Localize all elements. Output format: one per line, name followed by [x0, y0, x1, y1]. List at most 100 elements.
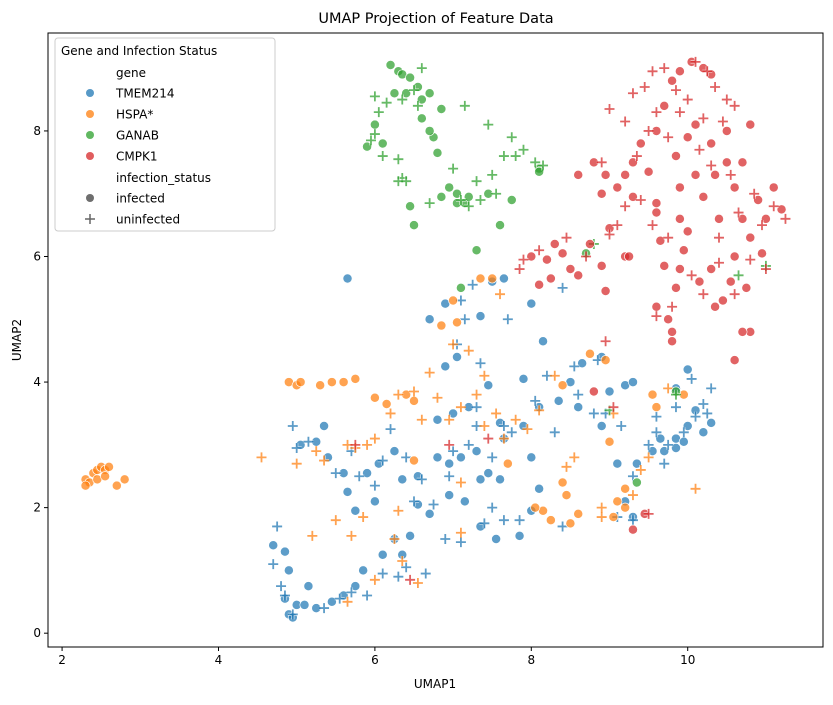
data-point: [647, 446, 658, 457]
data-point: [682, 132, 693, 143]
data-point: [674, 66, 685, 77]
data-point: [444, 182, 455, 193]
data-point: [495, 289, 506, 300]
data-point: [369, 480, 380, 491]
data-point: [385, 408, 396, 419]
data-point: [455, 477, 466, 488]
series-cmpk1-infected: [526, 56, 787, 535]
data-point: [444, 490, 455, 501]
data-point: [412, 100, 423, 111]
data-point: [760, 264, 771, 275]
data-point: [627, 490, 638, 501]
data-point: [467, 279, 478, 290]
data-point: [373, 107, 384, 118]
data-point: [690, 169, 701, 180]
data-point: [498, 151, 509, 162]
data-point: [479, 421, 490, 432]
data-point: [549, 370, 560, 381]
data-point: [518, 254, 529, 265]
data-point: [620, 483, 631, 494]
data-point: [518, 144, 529, 155]
data-point: [635, 138, 646, 149]
data-point: [393, 505, 404, 516]
data-point: [510, 151, 521, 162]
data-point: [459, 100, 470, 111]
data-point: [538, 160, 549, 171]
legend: Gene and Infection Status gene TMEM214 HS…: [54, 37, 276, 232]
series-ganab-infected: [362, 60, 681, 488]
data-point: [628, 524, 638, 535]
data-point: [401, 562, 412, 573]
data-point: [596, 421, 607, 431]
data-point: [635, 464, 646, 475]
data-point: [612, 220, 623, 231]
data-point: [690, 411, 701, 422]
data-point: [627, 515, 638, 526]
data-point: [541, 254, 552, 265]
data-point: [365, 135, 376, 146]
legend-item: CMPK1: [86, 150, 157, 164]
data-point: [432, 147, 443, 158]
data-point: [506, 132, 517, 143]
data-point: [369, 496, 380, 507]
data-point: [733, 270, 744, 281]
data-point: [498, 421, 509, 432]
data-point: [342, 273, 353, 284]
data-point: [424, 88, 435, 99]
legend-label: uninfected: [116, 213, 180, 227]
data-point: [385, 60, 396, 70]
data-point: [655, 433, 666, 444]
data-point: [358, 565, 369, 576]
y-tick-label: 4: [33, 375, 41, 389]
legend-box: [54, 37, 276, 232]
data-point: [549, 238, 560, 249]
data-point: [432, 414, 443, 425]
data-point: [573, 169, 584, 180]
data-point: [659, 458, 670, 469]
data-point: [272, 521, 283, 532]
data-point: [397, 474, 408, 485]
data-point: [686, 373, 697, 384]
data-point: [256, 452, 267, 463]
data-point: [506, 427, 517, 438]
data-point: [643, 166, 654, 177]
data-point: [713, 257, 724, 268]
chart-title: UMAP Projection of Feature Data: [318, 11, 553, 27]
data-point: [362, 439, 373, 450]
data-point: [350, 505, 361, 516]
data-point: [291, 458, 302, 469]
data-point: [440, 534, 451, 545]
data-point: [710, 169, 721, 180]
data-point: [424, 508, 435, 519]
data-point: [569, 452, 580, 463]
data-point: [573, 402, 584, 413]
data-point: [448, 446, 459, 457]
data-point: [440, 361, 451, 372]
data-point: [346, 587, 357, 598]
data-point: [409, 455, 419, 466]
data-point: [620, 201, 631, 212]
data-point: [557, 282, 568, 293]
data-point: [557, 521, 568, 532]
data-point: [686, 270, 697, 281]
data-point: [381, 399, 392, 409]
data-point: [671, 151, 681, 162]
data-point: [682, 94, 693, 105]
data-point: [303, 436, 314, 447]
data-point: [315, 380, 326, 391]
data-point: [768, 201, 779, 212]
data-point: [651, 411, 662, 422]
data-point: [100, 471, 111, 482]
data-point: [483, 119, 494, 130]
data-point: [530, 395, 541, 406]
data-point: [405, 574, 416, 585]
data-point: [498, 433, 509, 444]
data-point: [655, 235, 666, 246]
data-point: [319, 603, 330, 614]
x-axis-ticks: 2 4 6 8 10: [58, 647, 695, 667]
data-point: [643, 125, 654, 136]
x-tick-label: 6: [371, 653, 379, 667]
data-point: [690, 56, 701, 67]
data-point: [319, 455, 330, 466]
data-point: [534, 245, 545, 256]
